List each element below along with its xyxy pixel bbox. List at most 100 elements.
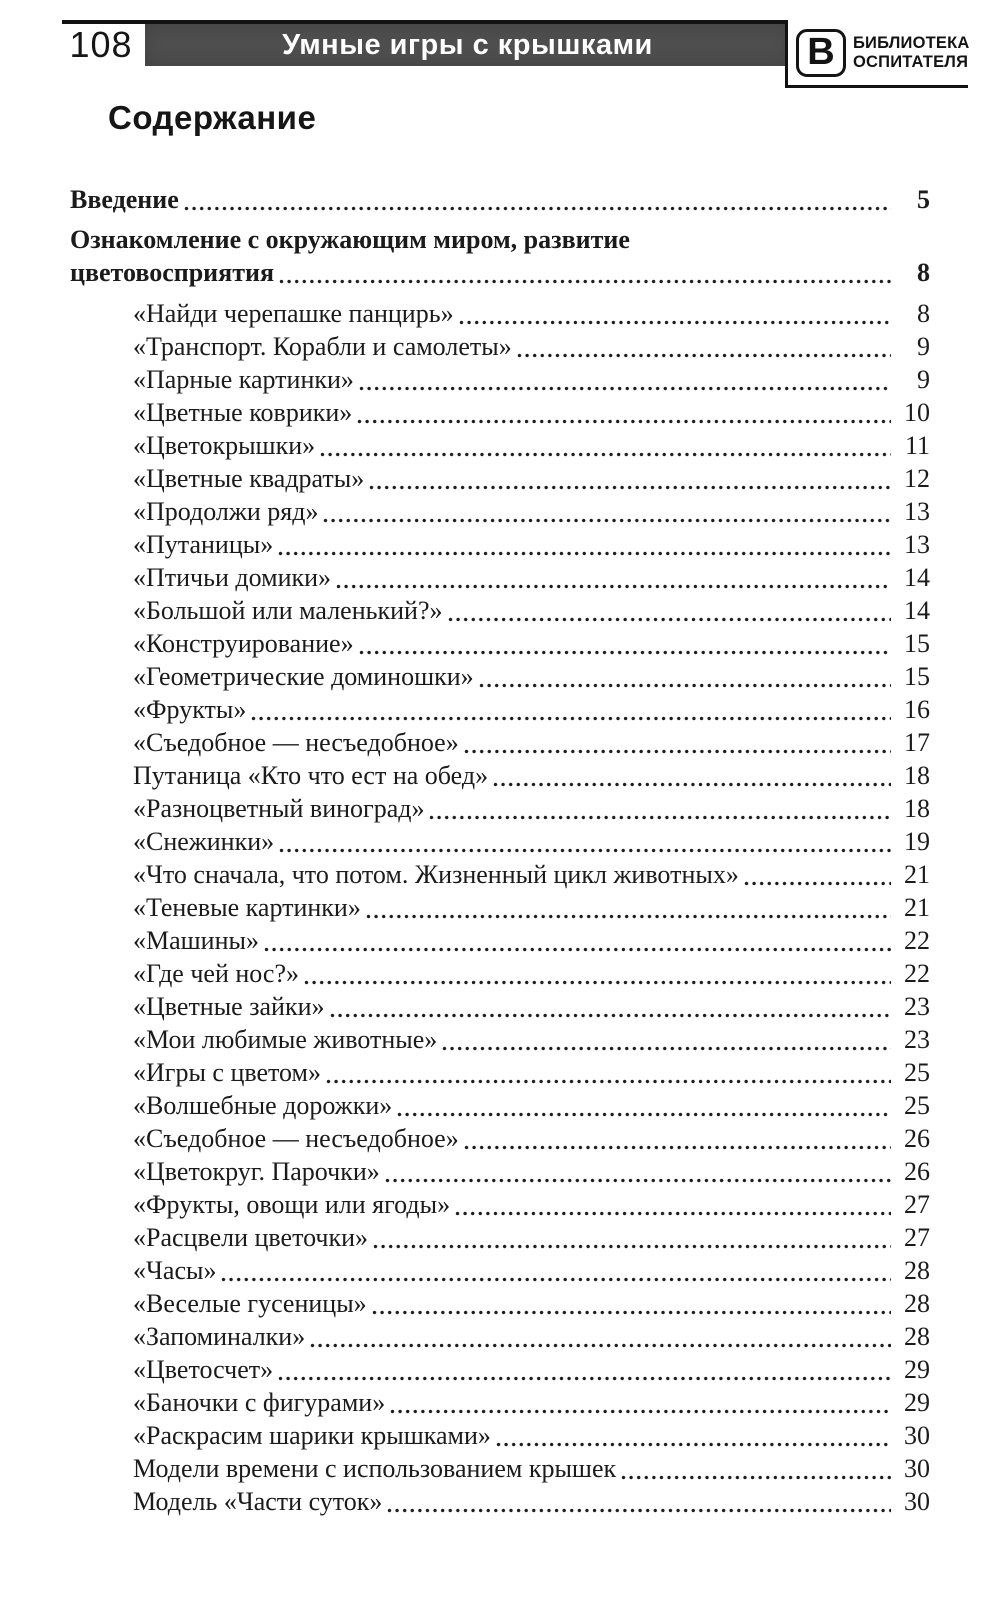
toc-page-number: 29 <box>904 1355 930 1384</box>
toc-entry: Путаница «Кто что ест на обед» 18 <box>70 759 930 792</box>
toc-leader-dots <box>493 782 891 787</box>
toc-entry-row: «Машины» 22 <box>133 924 930 957</box>
toc-entry-title: «Цветные зайки» <box>133 992 325 1021</box>
toc-entry-row: «Часы» 28 <box>133 1254 930 1287</box>
toc-entry-row: Введение 5 <box>70 183 930 216</box>
toc-leader-dots <box>369 485 891 490</box>
toc-page-number: 13 <box>904 497 930 526</box>
toc-leader-dots <box>278 1376 891 1381</box>
toc-entry-title: «Транспорт. Корабли и самолеты» <box>133 332 512 361</box>
toc-leader-dots <box>458 320 891 325</box>
toc-entry-title: «Птичьи домики» <box>133 563 332 592</box>
header-rule <box>62 20 790 24</box>
toc-entry: «Снежинки» 19 <box>70 825 930 858</box>
toc-leader-dots <box>621 1475 891 1480</box>
toc-entry: «Запоминалки» 28 <box>70 1320 930 1353</box>
toc-entry-row: «Птичьи домики» 14 <box>133 561 930 594</box>
toc-page-number: 5 <box>917 185 930 214</box>
toc-leader-dots <box>743 881 891 886</box>
toc-leader-dots <box>221 1277 891 1282</box>
toc-entry: «Найди черепашке панцирь» 8 <box>70 297 930 330</box>
toc-entry-row: «Волшебные дорожки» 25 <box>133 1089 930 1122</box>
toc-entry: «Путаницы» 13 <box>70 528 930 561</box>
toc-entry-row: «Цветные коврики» 10 <box>133 396 930 429</box>
toc-leader-dots <box>397 1112 891 1117</box>
toc-entry-title: «Большой или маленький?» <box>133 596 443 625</box>
toc-entry-title: «Съедобное — несъедобное» <box>133 728 459 757</box>
toc-entry: «Раскрасим шарики крышками» 30 <box>70 1419 930 1452</box>
toc-leader-dots <box>455 1211 891 1216</box>
toc-leader-dots <box>357 419 891 424</box>
toc-page-number: 9 <box>917 365 930 394</box>
toc-entry-title: «Раскрасим шарики крышками» <box>133 1421 491 1450</box>
toc-page-number: 15 <box>904 662 930 691</box>
toc-entry-title: «Цветные квадраты» <box>133 464 365 493</box>
toc-entry-title: «Баночки с фигурами» <box>133 1388 386 1417</box>
toc-entry: «Разноцветный виноград» 18 <box>70 792 930 825</box>
toc-page-number: 15 <box>904 629 930 658</box>
toc-entry-title: Введение <box>70 185 179 214</box>
toc-entry-title: «Теневые картинки» <box>133 893 361 922</box>
table-of-contents: Введение 5 Ознакомление с окружающим миром… <box>70 183 930 1518</box>
toc-page-number: 14 <box>904 563 930 592</box>
toc-page-number: 27 <box>904 1223 930 1252</box>
toc-page-number: 8 <box>917 258 930 287</box>
toc-entry-title: «Конструирование» <box>133 629 354 658</box>
toc-entry-row: «Цветокруг. Парочки» 26 <box>133 1155 930 1188</box>
toc-leader-dots <box>336 584 891 589</box>
toc-page-number: 10 <box>904 398 930 427</box>
toc-entry-title: «Расцвели цветочки» <box>133 1223 369 1252</box>
toc-entry-row: Модели времени с использованием крышек 30 <box>133 1452 930 1485</box>
toc-entry-title: «Геометрические доминошки» <box>133 662 474 691</box>
toc-entry: «Большой или маленький?» 14 <box>70 594 930 627</box>
toc-entry-title: «Веселые гусеницы» <box>133 1289 367 1318</box>
toc-entry: «Парные картинки» 9 <box>70 363 930 396</box>
toc-leader-dots <box>365 914 891 919</box>
toc-entry: «Транспорт. Корабли и самолеты» 9 <box>70 330 930 363</box>
toc-entry: «Съедобное — несъедобное» 26 <box>70 1122 930 1155</box>
toc-entry: «Часы» 28 <box>70 1254 930 1287</box>
page-title: Содержание <box>108 99 317 136</box>
toc-page-number: 13 <box>904 530 930 559</box>
toc-entry-title: «Парные картинки» <box>133 365 354 394</box>
toc-entry: «Продолжи ряд» 13 <box>70 495 930 528</box>
toc-leader-dots <box>279 279 891 284</box>
toc-entry-title: «Съедобное — несъедобное» <box>133 1124 459 1153</box>
toc-page-number: 8 <box>917 299 930 328</box>
toc-entry: «Теневые картинки» 21 <box>70 891 930 924</box>
toc-entry-row: «Мои любимые животные» 23 <box>133 1023 930 1056</box>
toc-leader-dots <box>278 551 891 556</box>
toc-page-number: 21 <box>904 893 930 922</box>
toc-page-number: 21 <box>904 860 930 889</box>
toc-page-number: 19 <box>904 827 930 856</box>
toc-entry: «Что сначала, что потом. Жизненный цикл … <box>70 858 930 891</box>
toc-entry-row: «Парные картинки» 9 <box>133 363 930 396</box>
toc-page-number: 9 <box>917 332 930 361</box>
toc-entry: Модель «Части суток» 30 <box>70 1485 930 1518</box>
toc-leader-dots <box>320 452 891 457</box>
toc-page-number: 28 <box>904 1256 930 1285</box>
toc-entry: Введение 5 <box>70 183 930 216</box>
toc-entry: «Цветные зайки» 23 <box>70 990 930 1023</box>
toc-page-number: 22 <box>904 959 930 988</box>
toc-leader-dots <box>478 683 891 688</box>
toc-entry-title: «Путаницы» <box>133 530 274 559</box>
toc-page-number: 11 <box>904 431 930 460</box>
toc-leader-dots <box>384 1178 891 1183</box>
toc-leader-dots <box>390 1409 891 1414</box>
toc-entry-row: «Фрукты, овощи или ягоды» 27 <box>133 1188 930 1221</box>
toc-entry-row: Путаница «Кто что ест на обед» 18 <box>133 759 930 792</box>
toc-leader-dots <box>447 617 891 622</box>
toc-entry-row: «Геометрические доминошки» 15 <box>133 660 930 693</box>
series-logo-letter-icon: В <box>796 28 846 77</box>
toc-entry-row: «Съедобное — несъедобное» 26 <box>133 1122 930 1155</box>
toc-page-number: 29 <box>904 1388 930 1417</box>
toc-entry-row: «Снежинки» 19 <box>133 825 930 858</box>
page-number-text: 108 <box>69 24 133 65</box>
toc-page-number: 28 <box>904 1289 930 1318</box>
toc-leader-dots <box>358 650 891 655</box>
toc-entry-title: «Снежинки» <box>133 827 275 856</box>
toc-entry-title: «Мои любимые животные» <box>133 1025 438 1054</box>
toc-leader-dots <box>463 749 891 754</box>
